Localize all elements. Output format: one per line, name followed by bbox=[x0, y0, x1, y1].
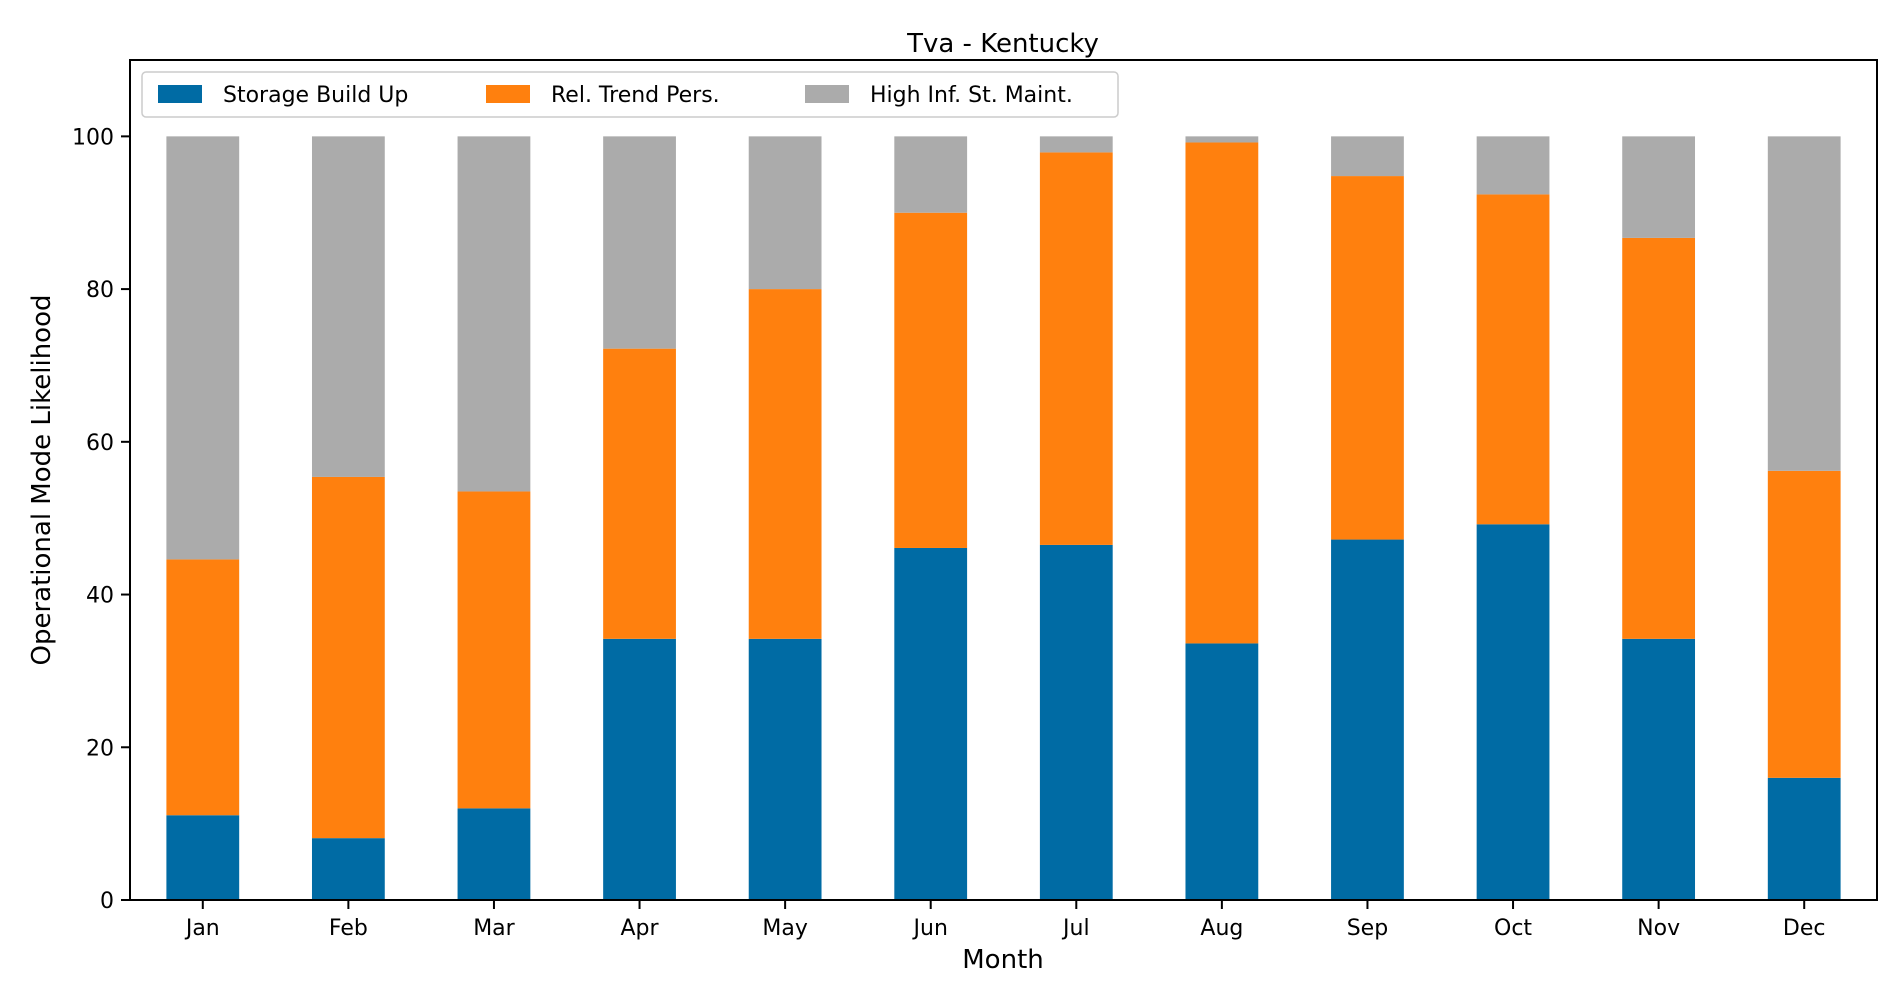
y-tick-label: 100 bbox=[72, 125, 114, 150]
legend-swatch-0 bbox=[158, 85, 202, 103]
bar-may-series-2 bbox=[748, 136, 822, 290]
y-tick-label: 20 bbox=[86, 736, 114, 761]
legend-label-2: High Inf. St. Maint. bbox=[870, 83, 1073, 108]
legend-swatch-1 bbox=[486, 85, 530, 103]
bar-jul-series-2 bbox=[1039, 136, 1113, 153]
bar-mar-series-2 bbox=[457, 136, 531, 492]
bar-jan-series-2 bbox=[166, 136, 240, 560]
bar-dec-series-1 bbox=[1767, 470, 1841, 778]
bar-jul-series-0 bbox=[1039, 544, 1113, 900]
bar-nov-series-1 bbox=[1622, 237, 1696, 639]
bar-aug-series-2 bbox=[1185, 136, 1259, 143]
bar-nov-series-0 bbox=[1622, 638, 1696, 900]
legend-label-1: Rel. Trend Pers. bbox=[551, 83, 720, 108]
x-tick-label-jun: Jun bbox=[912, 916, 948, 941]
bar-apr-series-1 bbox=[603, 348, 676, 639]
bar-aug-series-1 bbox=[1185, 142, 1259, 644]
bars-group bbox=[166, 136, 1841, 900]
y-tick-label: 0 bbox=[100, 889, 114, 914]
chart-title: Tva - Kentucky bbox=[906, 29, 1099, 59]
bar-apr-series-0 bbox=[603, 638, 676, 900]
legend-label-0: Storage Build Up bbox=[223, 83, 408, 108]
bar-nov-series-2 bbox=[1622, 136, 1696, 238]
x-tick-label-apr: Apr bbox=[621, 916, 660, 941]
x-tick-label-aug: Aug bbox=[1200, 916, 1243, 941]
legend-swatch-2 bbox=[805, 85, 849, 103]
bar-jun-series-0 bbox=[894, 547, 968, 900]
x-tick-label-may: May bbox=[762, 916, 807, 941]
bar-may-series-0 bbox=[748, 638, 822, 900]
bar-sep-series-0 bbox=[1331, 539, 1404, 900]
bar-sep-series-2 bbox=[1331, 136, 1404, 177]
bar-jan-series-1 bbox=[166, 559, 240, 816]
legend: Storage Build Up Rel. Trend Pers. High Inf… bbox=[141, 71, 1119, 118]
x-tick-label-sep: Sep bbox=[1347, 916, 1388, 941]
bar-jun-series-2 bbox=[894, 136, 968, 213]
y-tick-label: 60 bbox=[86, 431, 114, 456]
y-axis-label: Operational Mode Likelihood bbox=[27, 295, 57, 666]
bar-mar-series-1 bbox=[457, 491, 531, 809]
bar-dec-series-2 bbox=[1767, 136, 1841, 471]
bar-oct-series-2 bbox=[1476, 136, 1550, 195]
y-tick-label: 80 bbox=[86, 278, 114, 303]
bar-may-series-1 bbox=[748, 289, 822, 639]
bar-feb-series-0 bbox=[311, 838, 385, 900]
plot-frame bbox=[129, 59, 1878, 901]
bar-jun-series-1 bbox=[894, 212, 968, 548]
x-tick-label-dec: Dec bbox=[1783, 916, 1826, 941]
bar-oct-series-0 bbox=[1476, 524, 1550, 900]
x-tick-label-jul: Jul bbox=[1061, 916, 1090, 941]
y-axis: 0 20 40 60 80 100 bbox=[72, 125, 130, 914]
x-tick-label-feb: Feb bbox=[329, 916, 368, 941]
x-tick-label-oct: Oct bbox=[1494, 916, 1532, 941]
bar-apr-series-2 bbox=[603, 136, 676, 349]
legend-box bbox=[141, 71, 1119, 118]
y-tick-label: 40 bbox=[86, 584, 114, 609]
bar-jan-series-0 bbox=[166, 815, 240, 900]
bar-feb-series-2 bbox=[311, 136, 385, 477]
x-axis-label: Month bbox=[962, 945, 1044, 975]
bar-oct-series-1 bbox=[1476, 194, 1550, 525]
x-tick-label-jan: Jan bbox=[184, 916, 220, 941]
bar-sep-series-1 bbox=[1331, 176, 1404, 540]
x-axis: Jan Feb Mar Apr May Jun Jul Aug Sep Oct Nov Dec bbox=[184, 900, 1826, 941]
bar-jul-series-1 bbox=[1039, 152, 1113, 545]
bar-dec-series-0 bbox=[1767, 777, 1841, 900]
bar-feb-series-1 bbox=[311, 476, 385, 839]
bar-aug-series-0 bbox=[1185, 643, 1259, 900]
bar-mar-series-0 bbox=[457, 808, 531, 900]
x-tick-label-nov: Nov bbox=[1637, 916, 1680, 941]
x-tick-label-mar: Mar bbox=[473, 916, 515, 941]
